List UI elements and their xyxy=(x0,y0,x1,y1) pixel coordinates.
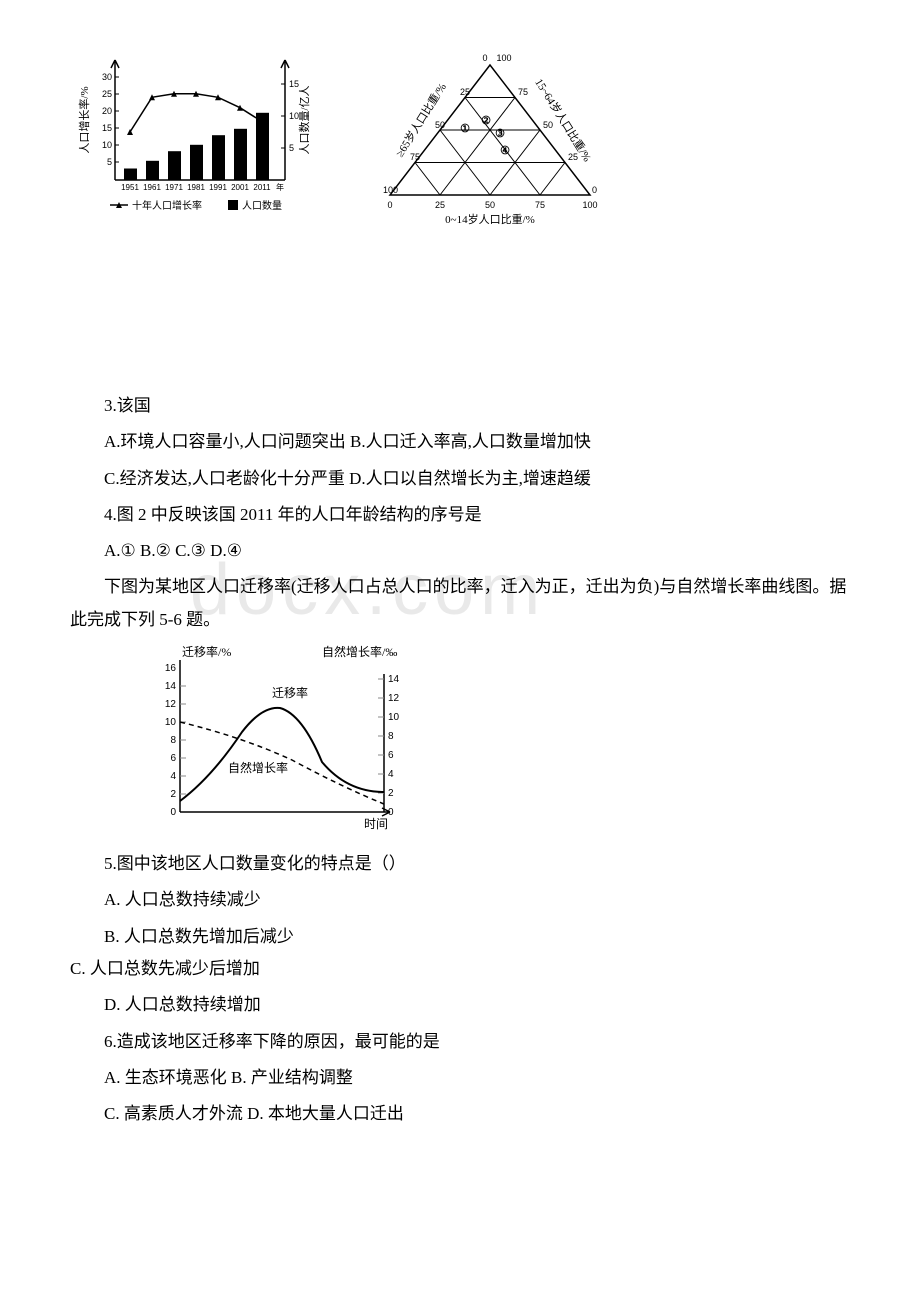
svg-text:人口数量: 人口数量 xyxy=(242,199,282,212)
svg-text:2: 2 xyxy=(170,789,176,800)
svg-text:12: 12 xyxy=(388,693,400,704)
svg-text:6: 6 xyxy=(388,750,394,761)
svg-text:0~14岁人口比重/%: 0~14岁人口比重/% xyxy=(445,212,535,226)
svg-text:4: 4 xyxy=(388,769,394,780)
svg-text:75: 75 xyxy=(518,87,528,97)
svg-text:16: 16 xyxy=(165,663,177,674)
svg-text:0: 0 xyxy=(387,200,392,210)
svg-text:6: 6 xyxy=(170,753,176,764)
q5-b: B. 人口总数先增加后减少 xyxy=(70,921,850,953)
svg-text:2001: 2001 xyxy=(231,183,249,192)
svg-text:8: 8 xyxy=(388,731,394,742)
svg-text:十年人口增长率: 十年人口增长率 xyxy=(132,199,202,212)
svg-text:1961: 1961 xyxy=(143,183,161,192)
q5-c: C. 人口总数先减少后增加 xyxy=(70,953,850,985)
q5-a: A. 人口总数持续减少 xyxy=(70,884,850,916)
svg-text:15: 15 xyxy=(289,79,299,89)
svg-text:2011: 2011 xyxy=(253,183,271,192)
svg-text:10: 10 xyxy=(102,140,112,150)
svg-text:1971: 1971 xyxy=(165,183,183,192)
svg-text:时间: 时间 xyxy=(364,817,388,831)
svg-text:人口数量/亿人: 人口数量/亿人 xyxy=(298,85,311,154)
svg-text:①: ① xyxy=(460,123,470,135)
svg-text:2: 2 xyxy=(388,788,394,799)
fig-population-growth: 5 10 15 20 25 30 5 10 15 人口增长率/% 人口数量/亿人 xyxy=(70,50,320,220)
fig-ternary-age: 0 25 50 75 100 0 100 25 50 75 100 75 50 … xyxy=(360,50,620,230)
svg-text:1991: 1991 xyxy=(209,183,227,192)
svg-text:8: 8 xyxy=(170,735,176,746)
svg-text:50: 50 xyxy=(485,200,495,210)
q3-opts-ab: A.环境人口容量小,人口问题突出 B.人口迁入率高,人口数量增加快 xyxy=(70,426,850,458)
svg-text:14: 14 xyxy=(388,674,400,685)
svg-text:④: ④ xyxy=(500,145,510,157)
svg-text:15: 15 xyxy=(102,123,112,133)
svg-text:1981: 1981 xyxy=(187,183,205,192)
intro-56: 下图为某地区人口迁移率(迁移人口占总人口的比率，迁入为正，迁出为负)与自然增长率… xyxy=(70,571,850,636)
q5-d: D. 人口总数持续增加 xyxy=(70,989,850,1021)
q6-stem: 6.造成该地区迁移率下降的原因，最可能的是 xyxy=(70,1026,850,1058)
svg-text:③: ③ xyxy=(495,128,505,140)
svg-text:4: 4 xyxy=(170,771,176,782)
svg-text:人口增长率/%: 人口增长率/% xyxy=(77,86,91,153)
svg-text:75: 75 xyxy=(535,200,545,210)
svg-text:10: 10 xyxy=(289,111,299,121)
q6-ab: A. 生态环境恶化 B. 产业结构调整 xyxy=(70,1062,850,1094)
svg-text:30: 30 xyxy=(102,72,112,82)
svg-text:5: 5 xyxy=(289,143,294,153)
q3-stem: 3.该国 xyxy=(70,390,850,422)
svg-text:20: 20 xyxy=(102,106,112,116)
q4-stem: 4.图 2 中反映该国 2011 年的人口年龄结构的序号是 xyxy=(70,499,850,531)
svg-text:自然增长率: 自然增长率 xyxy=(228,760,288,775)
svg-text:5: 5 xyxy=(107,157,112,167)
svg-text:②: ② xyxy=(481,115,491,127)
svg-text:100: 100 xyxy=(496,53,511,63)
svg-text:迁移率: 迁移率 xyxy=(272,685,308,700)
svg-text:12: 12 xyxy=(165,699,177,710)
fig-migration-rate: 0 2 4 6 8 10 12 14 16 0 2 4 6 8 10 12 14 xyxy=(132,642,432,842)
svg-text:50: 50 xyxy=(543,120,553,130)
svg-text:0: 0 xyxy=(592,185,597,195)
svg-text:25: 25 xyxy=(435,200,445,210)
svg-text:0: 0 xyxy=(388,807,394,818)
svg-text:迁移率/%: 迁移率/% xyxy=(182,644,231,659)
svg-text:年: 年 xyxy=(276,182,284,192)
svg-text:50: 50 xyxy=(435,120,445,130)
q5-stem: 5.图中该地区人口数量变化的特点是（） xyxy=(70,848,850,880)
svg-text:75: 75 xyxy=(410,152,420,162)
q4-opts: A.① B.② C.③ D.④ xyxy=(70,535,850,567)
svg-text:100: 100 xyxy=(582,200,597,210)
q6-cd: C. 高素质人才外流 D. 本地大量人口迁出 xyxy=(70,1098,850,1130)
svg-text:100: 100 xyxy=(383,185,398,195)
svg-text:14: 14 xyxy=(165,681,177,692)
svg-text:0: 0 xyxy=(170,807,176,818)
svg-text:25: 25 xyxy=(102,89,112,99)
q3-opts-cd: C.经济发达,人口老龄化十分严重 D.人口以自然增长为主,增速趋缓 xyxy=(70,463,850,495)
svg-text:1951: 1951 xyxy=(121,183,139,192)
svg-text:10: 10 xyxy=(388,712,400,723)
svg-text:自然增长率/‰: 自然增长率/‰ xyxy=(322,644,397,659)
svg-text:0: 0 xyxy=(482,53,487,63)
svg-text:10: 10 xyxy=(165,717,177,728)
svg-text:25: 25 xyxy=(460,87,470,97)
